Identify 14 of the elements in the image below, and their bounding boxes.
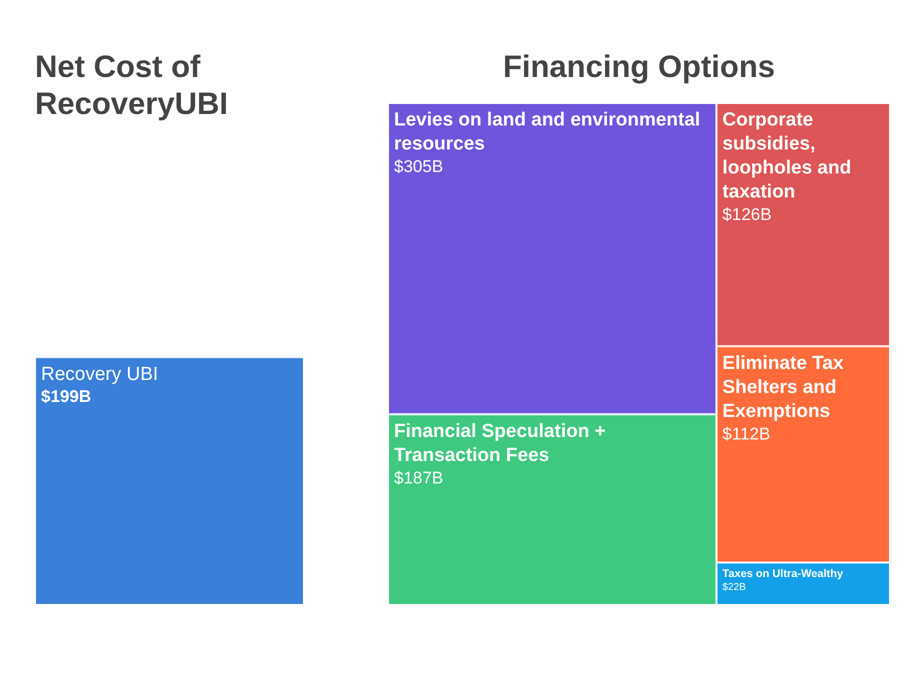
category-label: Financial Speculation + Transaction Fees bbox=[394, 420, 606, 466]
data-label: $22B bbox=[722, 582, 746, 594]
text: Net Cost of RecoveryUBI bbox=[35, 48, 229, 122]
data-label: $112B bbox=[722, 424, 770, 444]
data-label: $126B bbox=[722, 204, 772, 224]
data-label: $199B bbox=[41, 387, 92, 406]
category-label: Levies on land and environmental resources bbox=[394, 110, 700, 155]
data-label: $187B bbox=[394, 468, 444, 488]
category-label: Corporate subsidies, loopholes and taxation bbox=[722, 110, 852, 203]
category-label: Recovery UBI bbox=[41, 364, 158, 385]
category-label: Eliminate Tax Shelters and Exemptions bbox=[722, 353, 844, 422]
category-label: Taxes on Ultra-Wealthy bbox=[722, 568, 844, 580]
text: Financing Options bbox=[502, 48, 776, 85]
data-label: $305B bbox=[394, 157, 444, 176]
